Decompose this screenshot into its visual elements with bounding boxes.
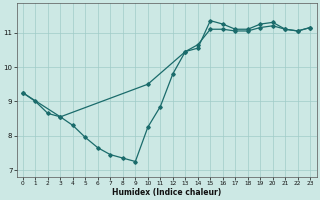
- X-axis label: Humidex (Indice chaleur): Humidex (Indice chaleur): [112, 188, 221, 197]
